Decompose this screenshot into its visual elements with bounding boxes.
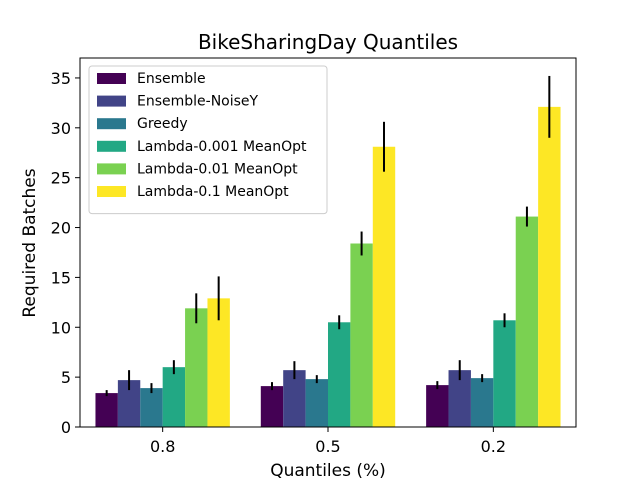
x-tick-label: 0.8 <box>150 437 175 456</box>
legend-swatch <box>97 140 126 152</box>
legend-box <box>88 65 328 215</box>
y-tick-label: 10 <box>51 318 71 337</box>
y-tick-label: 20 <box>51 219 71 238</box>
chart-title: BikeSharingDay Quantiles <box>198 30 458 54</box>
x-axis: 0.8 0.5 0.2 <box>150 427 506 456</box>
bar <box>448 370 471 427</box>
bar <box>372 146 396 427</box>
y-axis-title: Required Batches <box>20 168 40 317</box>
bar <box>260 386 284 427</box>
bar <box>470 378 494 427</box>
error-bars-layer <box>105 75 551 397</box>
legend-label: Lambda-0.001 MeanOpt <box>137 139 307 155</box>
bar <box>117 380 141 427</box>
legend-label: Lambda-0.01 MeanOpt <box>137 161 298 177</box>
legend: Ensemble Ensemble-NoiseY Greedy Lambda-0.00… <box>88 65 328 215</box>
legend-label: Ensemble <box>137 71 206 87</box>
bar <box>283 370 306 427</box>
y-tick-label: 15 <box>51 268 71 287</box>
legend-label: Greedy <box>137 116 188 132</box>
bar <box>162 367 186 427</box>
legend-swatch <box>97 73 126 84</box>
bar <box>426 385 449 427</box>
legend-swatch <box>97 95 126 107</box>
bar <box>515 216 539 427</box>
bar <box>207 298 230 427</box>
y-tick-label: 25 <box>51 169 71 188</box>
legend-swatch <box>97 163 126 175</box>
y-tick-label: 0 <box>61 418 71 437</box>
bar <box>305 379 328 427</box>
legend-swatch <box>97 186 126 197</box>
bar <box>140 388 163 427</box>
bar <box>185 308 208 427</box>
x-tick-label: 0.5 <box>315 437 340 456</box>
x-tick-label: 0.2 <box>481 437 506 456</box>
y-tick-label: 5 <box>61 368 71 387</box>
bar <box>538 106 561 428</box>
legend-swatch <box>97 118 126 130</box>
bar <box>328 322 351 427</box>
bar <box>493 320 516 427</box>
legend-label: Lambda-0.1 MeanOpt <box>137 184 289 200</box>
legend-label: Ensemble-NoiseY <box>137 94 259 110</box>
bars-layer <box>95 106 561 428</box>
x-axis-title: Quantiles (%) <box>270 461 386 480</box>
bar <box>95 393 118 427</box>
y-tick-label: 35 <box>51 69 71 88</box>
y-axis: 0 5 10 15 20 25 30 35 <box>51 69 80 437</box>
bar <box>350 243 373 427</box>
y-tick-label: 30 <box>51 119 71 138</box>
